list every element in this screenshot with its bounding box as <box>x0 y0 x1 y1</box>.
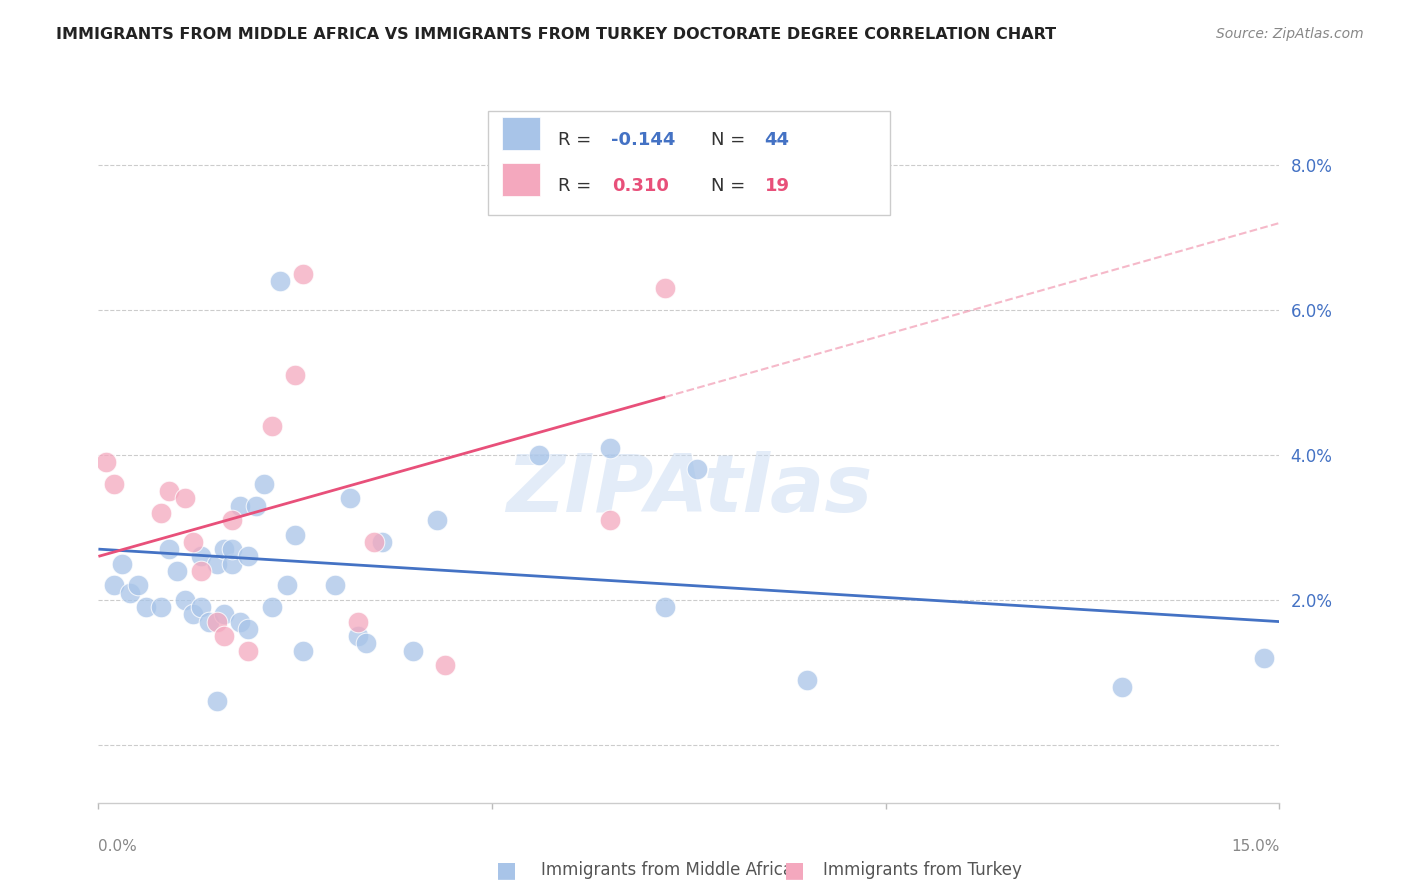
Point <box>205 615 228 629</box>
Point <box>205 557 228 571</box>
Point <box>1253 651 1275 665</box>
Text: ■: ■ <box>496 860 516 880</box>
Point <box>181 607 204 622</box>
Point <box>181 534 204 549</box>
Point <box>118 585 141 599</box>
Text: 44: 44 <box>765 131 790 149</box>
Point <box>214 607 236 622</box>
Point <box>127 578 149 592</box>
Point <box>157 542 180 557</box>
Point <box>354 636 377 650</box>
Point <box>103 578 125 592</box>
Text: 0.310: 0.310 <box>612 177 669 194</box>
Point <box>135 600 157 615</box>
Point <box>174 491 197 506</box>
Bar <box>502 162 540 196</box>
Text: -0.144: -0.144 <box>612 131 675 149</box>
Text: 19: 19 <box>765 177 790 194</box>
Point <box>292 267 315 281</box>
Point <box>402 643 425 657</box>
Point <box>236 643 259 657</box>
Point <box>214 542 236 557</box>
Point <box>292 643 315 657</box>
Text: ZIPAtlas: ZIPAtlas <box>506 450 872 529</box>
Point <box>529 448 551 462</box>
Point <box>599 441 621 455</box>
Point <box>190 600 212 615</box>
Point <box>157 484 180 499</box>
Text: Immigrants from Turkey: Immigrants from Turkey <box>823 861 1021 879</box>
Text: N =: N = <box>711 131 751 149</box>
Point <box>433 658 456 673</box>
Point <box>284 527 307 541</box>
Text: IMMIGRANTS FROM MIDDLE AFRICA VS IMMIGRANTS FROM TURKEY DOCTORATE DEGREE CORRELA: IMMIGRANTS FROM MIDDLE AFRICA VS IMMIGRA… <box>56 27 1056 42</box>
Point <box>229 499 252 513</box>
Point <box>347 615 370 629</box>
Point <box>174 592 197 607</box>
Point <box>260 419 283 434</box>
Point <box>426 513 449 527</box>
Text: ■: ■ <box>785 860 804 880</box>
Point <box>245 499 267 513</box>
Point <box>221 557 243 571</box>
Point <box>654 281 676 295</box>
Point <box>236 622 259 636</box>
Text: Source: ZipAtlas.com: Source: ZipAtlas.com <box>1216 27 1364 41</box>
Point <box>190 549 212 564</box>
Point <box>214 629 236 643</box>
Point <box>284 368 307 383</box>
Point <box>190 564 212 578</box>
Point <box>260 600 283 615</box>
Point <box>363 534 385 549</box>
Point <box>654 600 676 615</box>
Text: 0.0%: 0.0% <box>98 839 138 854</box>
Point <box>686 462 709 476</box>
Text: Immigrants from Middle Africa: Immigrants from Middle Africa <box>541 861 793 879</box>
Text: R =: R = <box>558 177 596 194</box>
Point <box>276 578 298 592</box>
Text: R =: R = <box>558 131 596 149</box>
Point <box>103 476 125 491</box>
Point <box>599 513 621 527</box>
Point <box>253 476 276 491</box>
Point <box>339 491 361 506</box>
Text: 15.0%: 15.0% <box>1232 839 1279 854</box>
Point <box>205 694 228 708</box>
Point <box>111 557 134 571</box>
Point <box>150 600 173 615</box>
Point <box>166 564 188 578</box>
Point <box>150 506 173 520</box>
Point <box>1111 680 1133 694</box>
Point <box>96 455 118 469</box>
Point <box>221 542 243 557</box>
Point <box>236 549 259 564</box>
Point <box>323 578 346 592</box>
Point <box>269 274 291 288</box>
Point <box>796 673 818 687</box>
Point <box>347 629 370 643</box>
Point <box>229 615 252 629</box>
Bar <box>502 117 540 150</box>
Point <box>221 513 243 527</box>
Point <box>197 615 219 629</box>
Text: N =: N = <box>711 177 751 194</box>
Point <box>371 534 394 549</box>
